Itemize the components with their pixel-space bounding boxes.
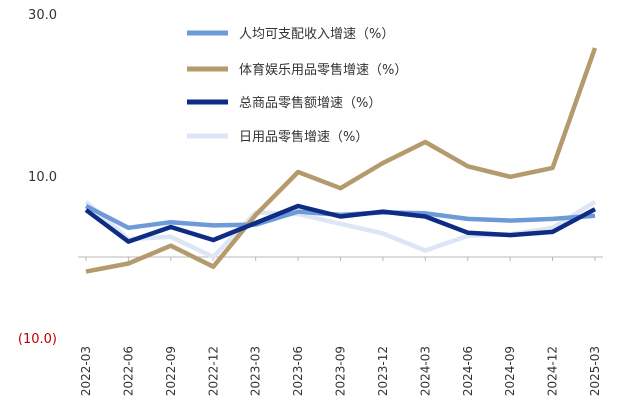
x-tick-label: 2022-06 <box>121 346 135 396</box>
x-tick-label: 2023-03 <box>249 346 263 396</box>
y-tick-label: 30.0 <box>28 8 57 23</box>
series-lines <box>84 47 598 274</box>
y-tick-label: (10.0) <box>18 332 57 347</box>
x-tick-label: 2024-03 <box>418 346 432 396</box>
x-tick-label: 2022-12 <box>206 346 220 396</box>
y-tick-label: 10.0 <box>28 170 57 185</box>
x-tick-label: 2025-03 <box>588 346 602 396</box>
legend-label: 体育娱乐用品零售增速（%） <box>239 62 407 78</box>
x-tick-label: 2023-06 <box>291 346 305 396</box>
x-tick-label: 2022-03 <box>79 346 93 396</box>
series-line-2 <box>85 47 598 274</box>
legend-label: 人均可支配收入增速（%） <box>239 27 394 42</box>
x-axis: 2022-03 2022-06 2022-09 2022-12 2023-03 2023-… <box>78 256 603 396</box>
legend-label: 总商品零售额增速（%） <box>239 95 381 111</box>
y-axis: 30.0 10.0 (10.0) <box>18 8 57 347</box>
x-tick-label: 2024-06 <box>461 346 475 396</box>
x-tick-label: 2024-12 <box>546 346 560 396</box>
x-tick-label: 2024-09 <box>503 346 517 396</box>
series-line-3 <box>84 203 597 244</box>
x-tick-label: 2023-12 <box>376 346 390 396</box>
legend-label: 日用品零售增速（%） <box>239 129 368 145</box>
x-tick-label: 2023-09 <box>334 346 348 396</box>
x-tick-label: 2022-09 <box>164 346 178 396</box>
legend: 人均可支配收入增速（%） 体育娱乐用品零售增速（%） 总商品零售额增速（%） 日用品零… <box>187 27 407 145</box>
